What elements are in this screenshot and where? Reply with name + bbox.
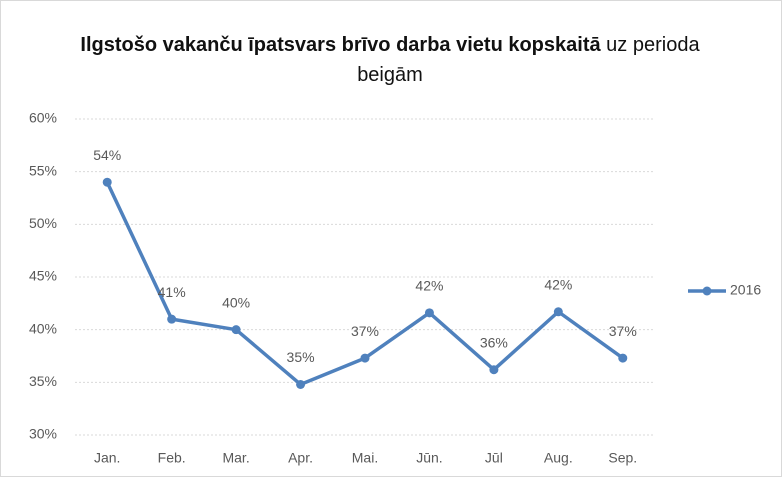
y-tick-label: 40% — [29, 320, 57, 336]
legend-label: 2016 — [730, 282, 761, 298]
y-tick-label: 30% — [29, 426, 57, 442]
data-point — [167, 314, 177, 324]
x-tick-label: Jūn. — [416, 450, 442, 466]
y-tick-label: 55% — [29, 162, 57, 178]
x-tick-label: Sep. — [608, 450, 637, 466]
x-tick-label: Jūl — [485, 450, 503, 466]
x-tick-label: Aug. — [544, 450, 573, 466]
data-label: 36% — [480, 334, 508, 350]
x-tick-label: Apr. — [288, 450, 313, 466]
y-tick-label: 60% — [29, 110, 57, 126]
x-tick-label: Jan. — [94, 450, 120, 466]
data-point — [296, 379, 306, 389]
data-point — [618, 353, 628, 363]
data-point — [231, 325, 241, 335]
data-point — [102, 177, 112, 187]
data-point — [424, 308, 434, 318]
data-label: 54% — [93, 147, 121, 163]
data-label: 41% — [158, 284, 186, 300]
data-label: 42% — [544, 276, 572, 292]
data-point — [553, 307, 563, 317]
data-label: 40% — [222, 294, 250, 310]
x-tick-label: Mai. — [352, 450, 378, 466]
data-point — [360, 353, 370, 363]
legend-marker — [702, 286, 712, 296]
chart-title: Ilgstošo vakanču īpatsvars brīvo darba v… — [60, 30, 720, 90]
data-point — [489, 365, 499, 375]
x-tick-label: Mar. — [222, 450, 249, 466]
title-bold: Ilgstošo vakanču īpatsvars brīvo darba v… — [80, 34, 601, 56]
x-tick-label: Feb. — [158, 450, 186, 466]
title-rest: uz perioda beigām — [357, 34, 700, 86]
data-label: 42% — [415, 278, 443, 294]
y-tick-label: 45% — [29, 268, 57, 284]
data-label: 35% — [287, 349, 315, 365]
y-tick-label: 50% — [29, 215, 57, 231]
data-label: 37% — [609, 323, 637, 339]
y-tick-label: 35% — [29, 373, 57, 389]
data-label: 37% — [351, 323, 379, 339]
